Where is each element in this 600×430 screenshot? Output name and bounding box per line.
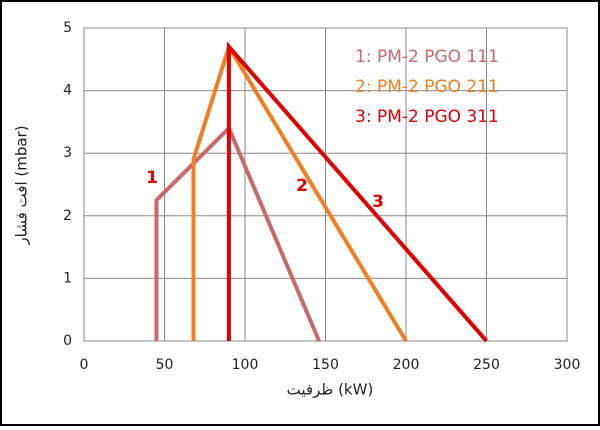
x-tick-label: 50	[156, 357, 174, 373]
y-tick-label: 3	[63, 145, 72, 161]
x-axis-label: ظرفیت (kW)	[287, 381, 374, 399]
legend-entry: 3: PM-2 PGO 311	[355, 107, 499, 127]
x-tick-label: 0	[80, 357, 89, 373]
y-tick-label: 1	[63, 270, 72, 286]
x-tick-label: 100	[232, 357, 259, 373]
series-annotation: 3	[372, 192, 384, 212]
y-axis-label: افت فشار (mbar)	[13, 125, 31, 245]
y-tick-label: 0	[63, 333, 72, 349]
x-tick-label: 150	[312, 357, 339, 373]
plot-area	[83, 27, 568, 342]
series-line	[191, 41, 408, 343]
series-annotation: 2	[296, 176, 308, 196]
y-tick-label: 5	[63, 20, 72, 36]
y-tick-label: 4	[63, 83, 72, 99]
legend-entry: 1: PM-2 PGO 111	[355, 47, 499, 67]
legend-entry: 2: PM-2 PGO 211	[355, 77, 499, 97]
x-tick-label: 300	[554, 357, 581, 373]
x-tick-label: 250	[473, 357, 500, 373]
y-tick-label: 2	[63, 208, 72, 224]
x-tick-label: 200	[393, 357, 420, 373]
series-line	[226, 41, 489, 343]
series-annotation: 1	[146, 168, 158, 188]
